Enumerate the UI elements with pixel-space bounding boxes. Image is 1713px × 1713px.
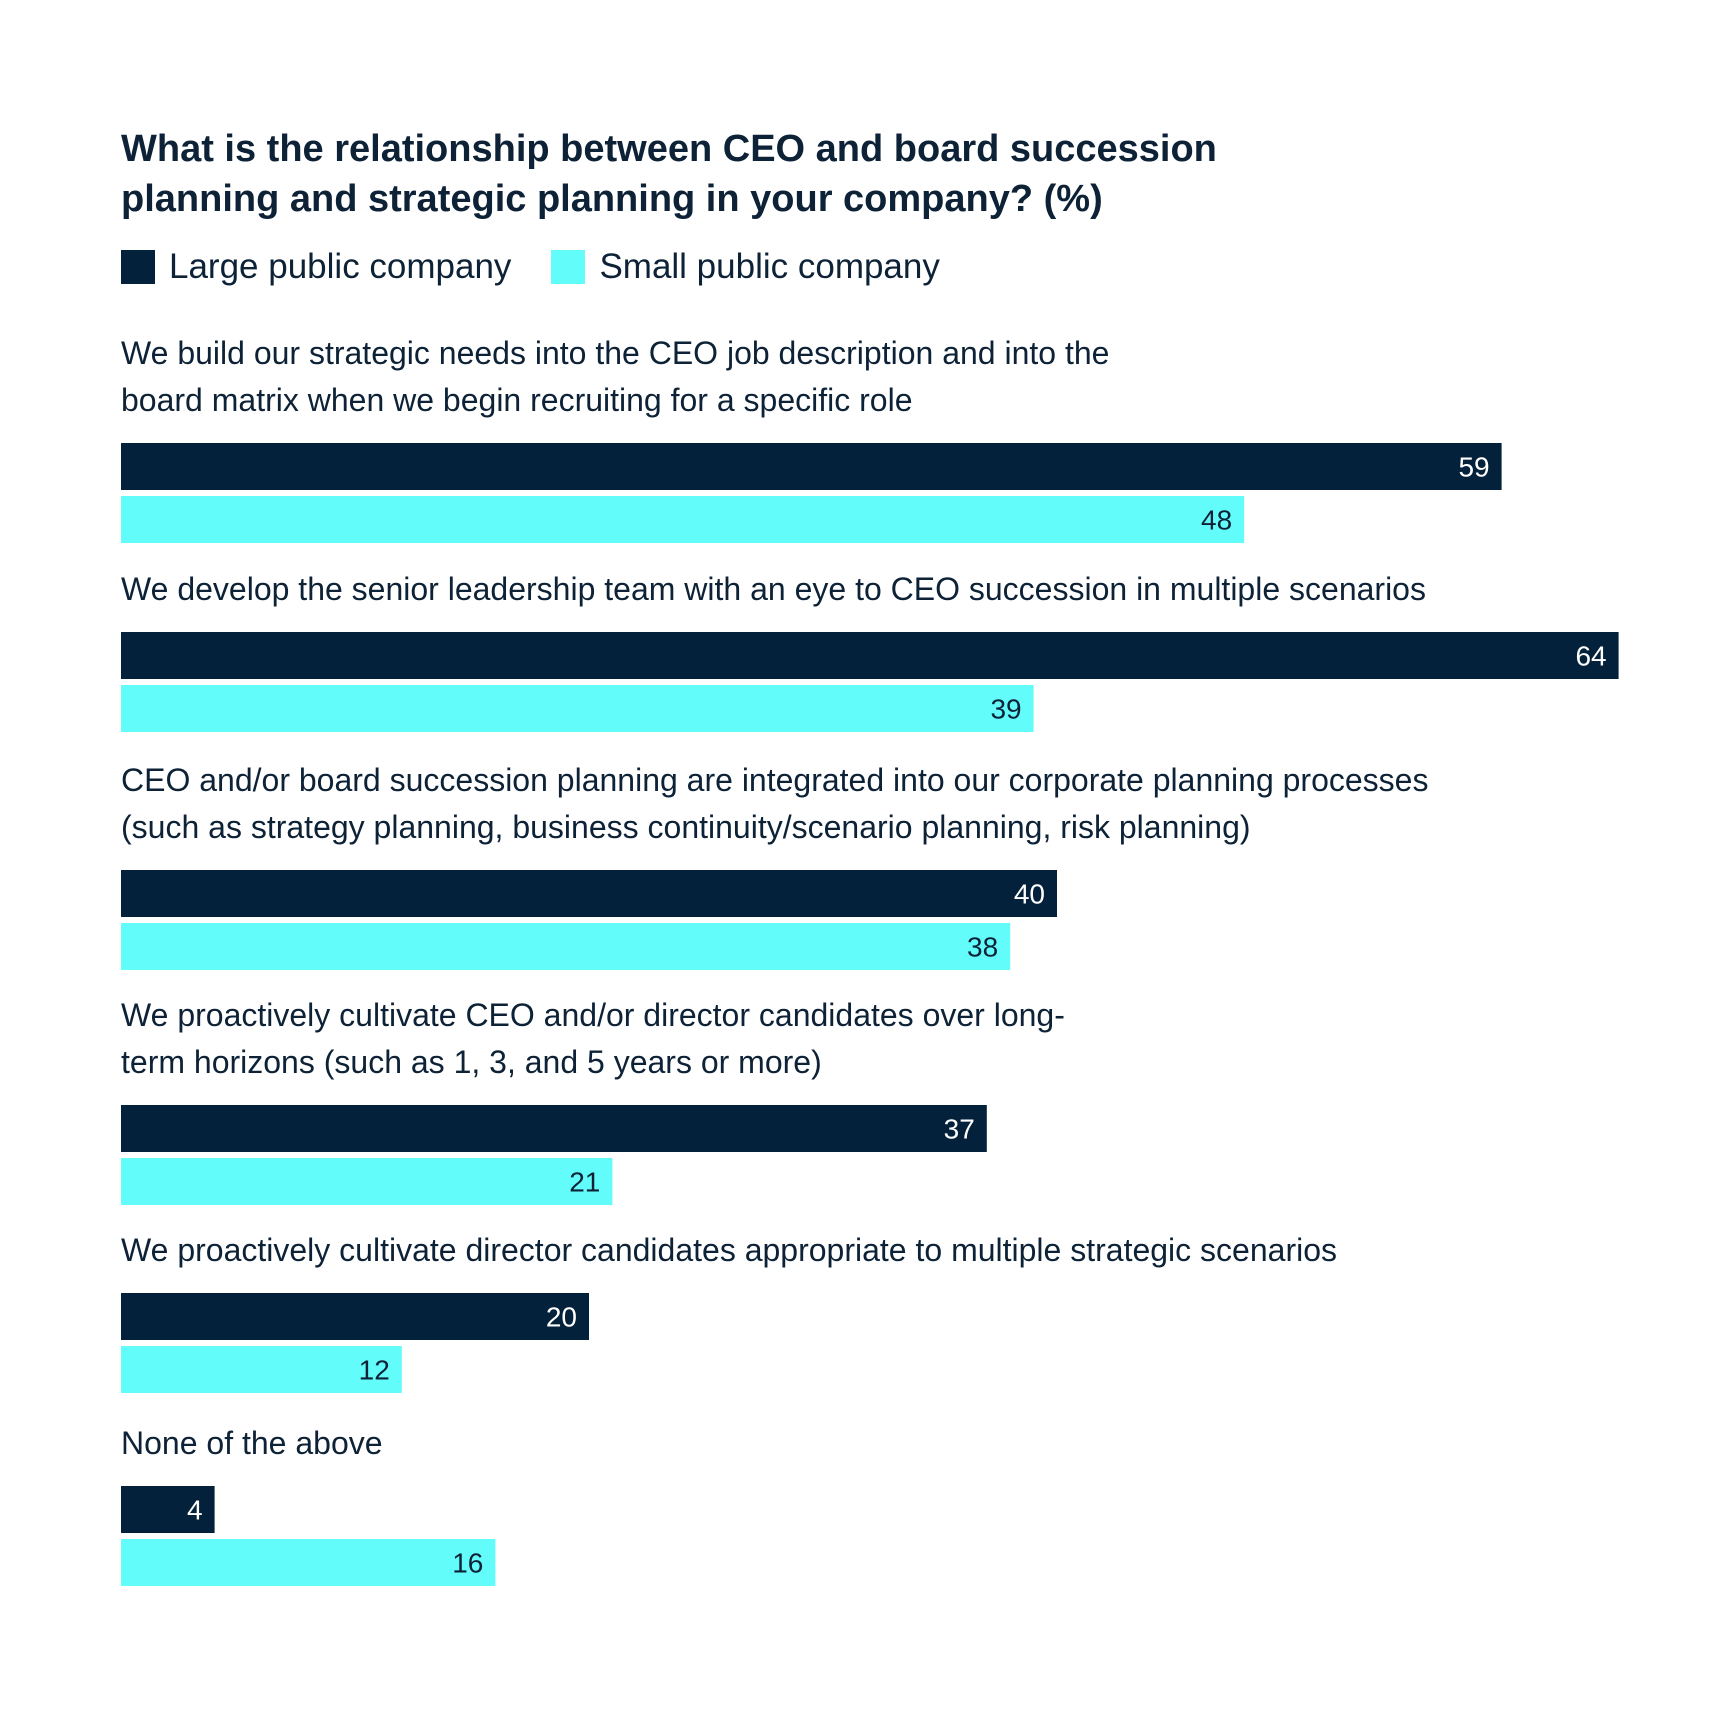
bar-large xyxy=(121,1105,987,1152)
data-label: 21 xyxy=(569,1167,600,1198)
legend: Large public company Small public compan… xyxy=(121,247,980,287)
legend-swatch-large xyxy=(121,250,155,284)
category-label: (such as strategy planning, business con… xyxy=(121,809,1251,845)
category-label: We proactively cultivate CEO and/or dire… xyxy=(121,997,1065,1033)
data-label: 48 xyxy=(1201,505,1232,536)
bar-large xyxy=(121,1486,215,1533)
data-label: 64 xyxy=(1575,641,1606,672)
bar-large xyxy=(121,870,1057,917)
bar-small xyxy=(121,923,1011,970)
legend-item-large: Large public company xyxy=(121,247,511,287)
bar-large xyxy=(121,632,1619,679)
data-label: 20 xyxy=(546,1302,577,1333)
bar-small xyxy=(121,496,1245,543)
data-label: 39 xyxy=(990,694,1021,725)
data-label: 59 xyxy=(1458,452,1489,483)
category-label: We develop the senior leadership team wi… xyxy=(121,571,1426,607)
bar-small xyxy=(121,685,1034,732)
legend-swatch-small xyxy=(551,250,586,284)
data-label: 16 xyxy=(452,1548,483,1579)
data-label: 4 xyxy=(187,1495,203,1526)
data-label: 38 xyxy=(967,932,998,963)
chart-title: What is the relationship between CEO and… xyxy=(121,128,1217,220)
bar-large xyxy=(121,1293,589,1340)
bar-small xyxy=(121,1539,496,1586)
bar-small xyxy=(121,1346,402,1393)
data-label: 37 xyxy=(944,1114,975,1145)
legend-label-small: Small public company xyxy=(599,247,940,286)
category-label: None of the above xyxy=(121,1425,383,1461)
data-label: 12 xyxy=(359,1355,390,1386)
category-label: We proactively cultivate director candid… xyxy=(121,1232,1337,1268)
category-label: term horizons (such as 1, 3, and 5 years… xyxy=(121,1044,822,1080)
category-label: We build our strategic needs into the CE… xyxy=(121,335,1109,371)
category-label: board matrix when we begin recruiting fo… xyxy=(121,382,912,418)
legend-item-small: Small public company xyxy=(551,247,940,287)
data-label: 40 xyxy=(1014,879,1045,910)
bar-large xyxy=(121,443,1502,490)
category-label: CEO and/or board succession planning are… xyxy=(121,762,1428,798)
legend-label-large: Large public company xyxy=(169,247,512,286)
bar-small xyxy=(121,1158,613,1205)
